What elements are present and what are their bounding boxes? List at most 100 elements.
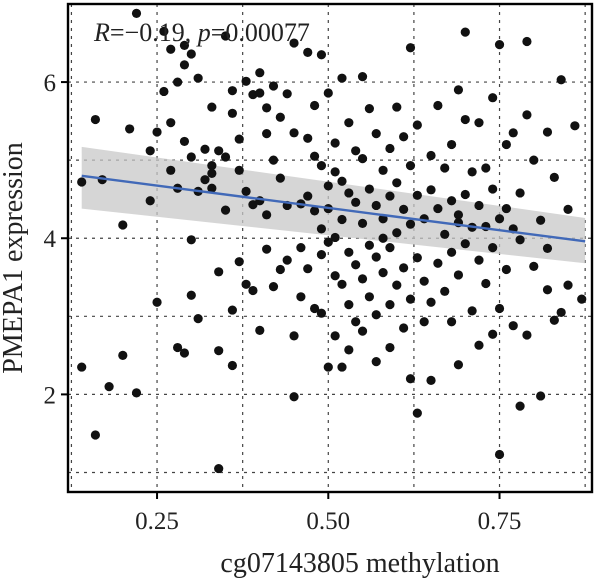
data-point (262, 210, 272, 220)
data-point (426, 185, 436, 195)
r-label: R (93, 18, 110, 47)
data-point (289, 38, 299, 48)
data-point (351, 197, 361, 207)
r-value: =−0.19, (110, 18, 198, 47)
data-point (508, 128, 518, 138)
data-point (282, 89, 292, 99)
data-point (494, 214, 505, 224)
data-point (268, 282, 279, 292)
data-point (412, 408, 422, 418)
data-point (542, 127, 553, 137)
data-point (241, 76, 251, 86)
data-point (440, 286, 450, 296)
data-point (316, 250, 327, 260)
data-point (323, 237, 333, 247)
data-point (536, 391, 546, 401)
data-point (179, 40, 190, 50)
data-point (371, 200, 381, 211)
data-point (179, 348, 190, 358)
data-point (488, 93, 498, 103)
data-point (357, 72, 368, 82)
data-point (515, 188, 525, 198)
data-point (426, 375, 436, 385)
data-point (145, 146, 155, 156)
y-tick-label: 2 (44, 382, 57, 409)
data-point (488, 243, 498, 253)
data-point (337, 279, 347, 289)
data-point (481, 278, 491, 289)
data-point (364, 292, 374, 302)
data-point (392, 102, 402, 112)
data-point (344, 188, 354, 198)
data-point (344, 247, 354, 257)
data-point (412, 120, 422, 130)
data-point (337, 362, 347, 372)
data-point (289, 392, 299, 402)
data-point (501, 264, 511, 275)
data-point (549, 315, 559, 325)
data-point (227, 360, 237, 371)
data-point (125, 124, 135, 134)
data-point (542, 243, 553, 253)
fit-line-group (81, 174, 586, 243)
data-point (494, 303, 505, 314)
data-point (186, 152, 196, 162)
data-point (186, 290, 196, 300)
data-point (385, 243, 395, 253)
data-point (357, 326, 368, 336)
data-point (536, 215, 546, 225)
data-point (563, 204, 573, 214)
data-point (412, 190, 422, 200)
x-axis-label: cg07143805 methylation (220, 548, 499, 579)
data-point (220, 152, 231, 162)
regression-line (81, 174, 586, 243)
data-point (399, 132, 409, 142)
data-point (392, 228, 402, 238)
data-point (193, 314, 203, 324)
data-point (515, 401, 525, 411)
x-tick-label: 0.50 (306, 508, 350, 535)
data-point (289, 331, 299, 341)
data-point (419, 317, 429, 327)
data-point (549, 172, 559, 182)
data-point (371, 129, 381, 139)
data-point (446, 247, 457, 257)
data-point (200, 144, 210, 154)
data-point (399, 323, 409, 333)
data-point (501, 139, 511, 150)
data-point (522, 330, 532, 340)
data-point (268, 155, 279, 165)
data-point (296, 292, 306, 302)
data-point (440, 229, 450, 239)
data-point (118, 220, 128, 230)
data-point (227, 108, 237, 118)
data-point (248, 200, 258, 210)
data-point (227, 86, 237, 96)
y-tick-label: 4 (44, 226, 57, 253)
data-point (309, 303, 320, 314)
data-point (255, 325, 265, 335)
data-point (255, 68, 265, 78)
data-point (405, 294, 416, 304)
data-point (385, 300, 395, 310)
data-point (399, 263, 409, 273)
data-point (234, 257, 244, 267)
p-label: p (196, 18, 211, 47)
data-point (460, 27, 470, 37)
data-point (344, 300, 354, 310)
data-point (275, 173, 285, 183)
data-point (467, 167, 477, 177)
data-point (563, 280, 573, 290)
data-point (152, 297, 162, 307)
data-point (453, 210, 464, 220)
data-point (446, 317, 457, 327)
data-point (159, 86, 169, 97)
data-point (351, 146, 361, 156)
data-point (262, 103, 272, 113)
data-point (494, 449, 505, 460)
data-point (357, 218, 368, 229)
data-point (77, 177, 87, 187)
plot-frame (66, 2, 594, 494)
data-point (412, 253, 422, 263)
data-point (364, 240, 374, 250)
